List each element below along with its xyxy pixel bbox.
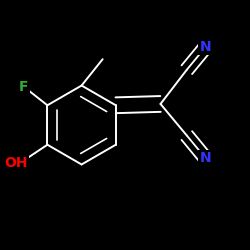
Text: N: N — [200, 151, 211, 165]
Text: F: F — [19, 80, 28, 94]
Text: N: N — [200, 40, 211, 54]
Text: OH: OH — [4, 156, 28, 170]
